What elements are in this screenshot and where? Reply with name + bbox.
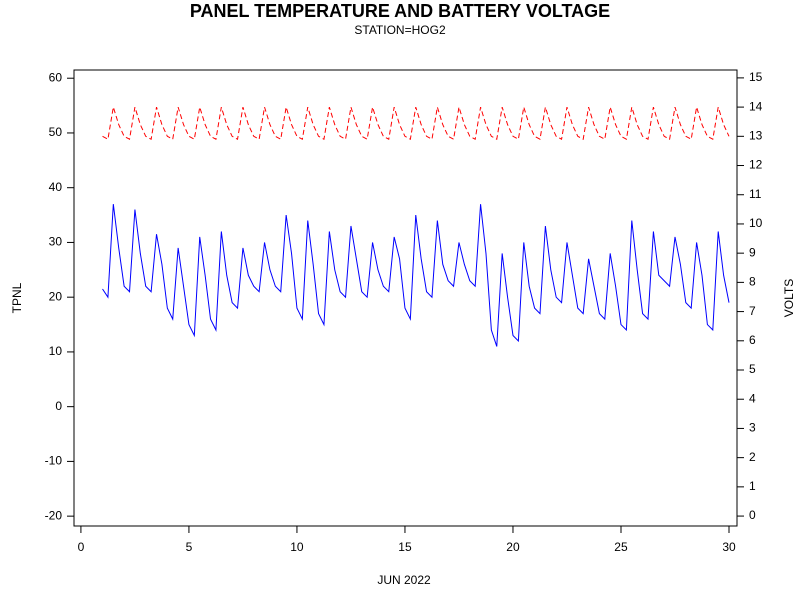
y-tick-label: 20 bbox=[49, 289, 63, 303]
y2-tick-label: 3 bbox=[749, 421, 756, 435]
y2-tick-label: 2 bbox=[749, 450, 756, 464]
y2-tick-label: 1 bbox=[749, 479, 756, 493]
x-tick-label: 5 bbox=[186, 540, 193, 554]
y2-tick-label: 15 bbox=[749, 70, 763, 84]
y2-tick-label: 9 bbox=[749, 245, 756, 259]
y2-tick-label: 10 bbox=[749, 216, 763, 230]
chart-title: PANEL TEMPERATURE AND BATTERY VOLTAGE bbox=[190, 1, 610, 21]
y2-tick-label: 11 bbox=[749, 187, 762, 201]
x-tick-label: 30 bbox=[722, 540, 736, 554]
y-tick-label: -20 bbox=[45, 508, 63, 522]
x-tick-label: 20 bbox=[506, 540, 520, 554]
y2-tick-label: 6 bbox=[749, 333, 756, 347]
y2-tick-label: 4 bbox=[749, 391, 756, 405]
y-tick-label: 0 bbox=[55, 399, 62, 413]
chart-subtitle: STATION=HOG2 bbox=[354, 23, 446, 37]
y-tick-label: 10 bbox=[49, 344, 63, 358]
y2-tick-label: 8 bbox=[749, 275, 756, 289]
y2-tick-label: 14 bbox=[749, 99, 763, 113]
x-tick-label: 25 bbox=[614, 540, 628, 554]
data-line bbox=[102, 106, 730, 141]
y2-axis-label: VOLTS bbox=[782, 279, 796, 317]
y-tick-label: 30 bbox=[49, 235, 63, 249]
y-tick-label: 40 bbox=[49, 180, 63, 194]
y2-tick-label: 12 bbox=[749, 158, 763, 172]
y-tick-label: 50 bbox=[49, 125, 63, 139]
x-tick-label: 15 bbox=[398, 540, 412, 554]
data-line bbox=[102, 204, 730, 347]
plot-frame bbox=[73, 69, 738, 527]
x-tick-label: 10 bbox=[290, 540, 304, 554]
y-tick-label: -10 bbox=[45, 454, 63, 468]
y2-tick-label: 5 bbox=[749, 362, 756, 376]
x-tick-label: 0 bbox=[78, 540, 85, 554]
x-axis-label: JUN 2022 bbox=[377, 573, 431, 587]
y-axis-label: TPNL bbox=[10, 282, 24, 313]
y-tick-label: 60 bbox=[49, 70, 63, 84]
y2-tick-label: 0 bbox=[749, 508, 756, 522]
y2-tick-label: 13 bbox=[749, 128, 763, 142]
y2-tick-label: 7 bbox=[749, 304, 756, 318]
